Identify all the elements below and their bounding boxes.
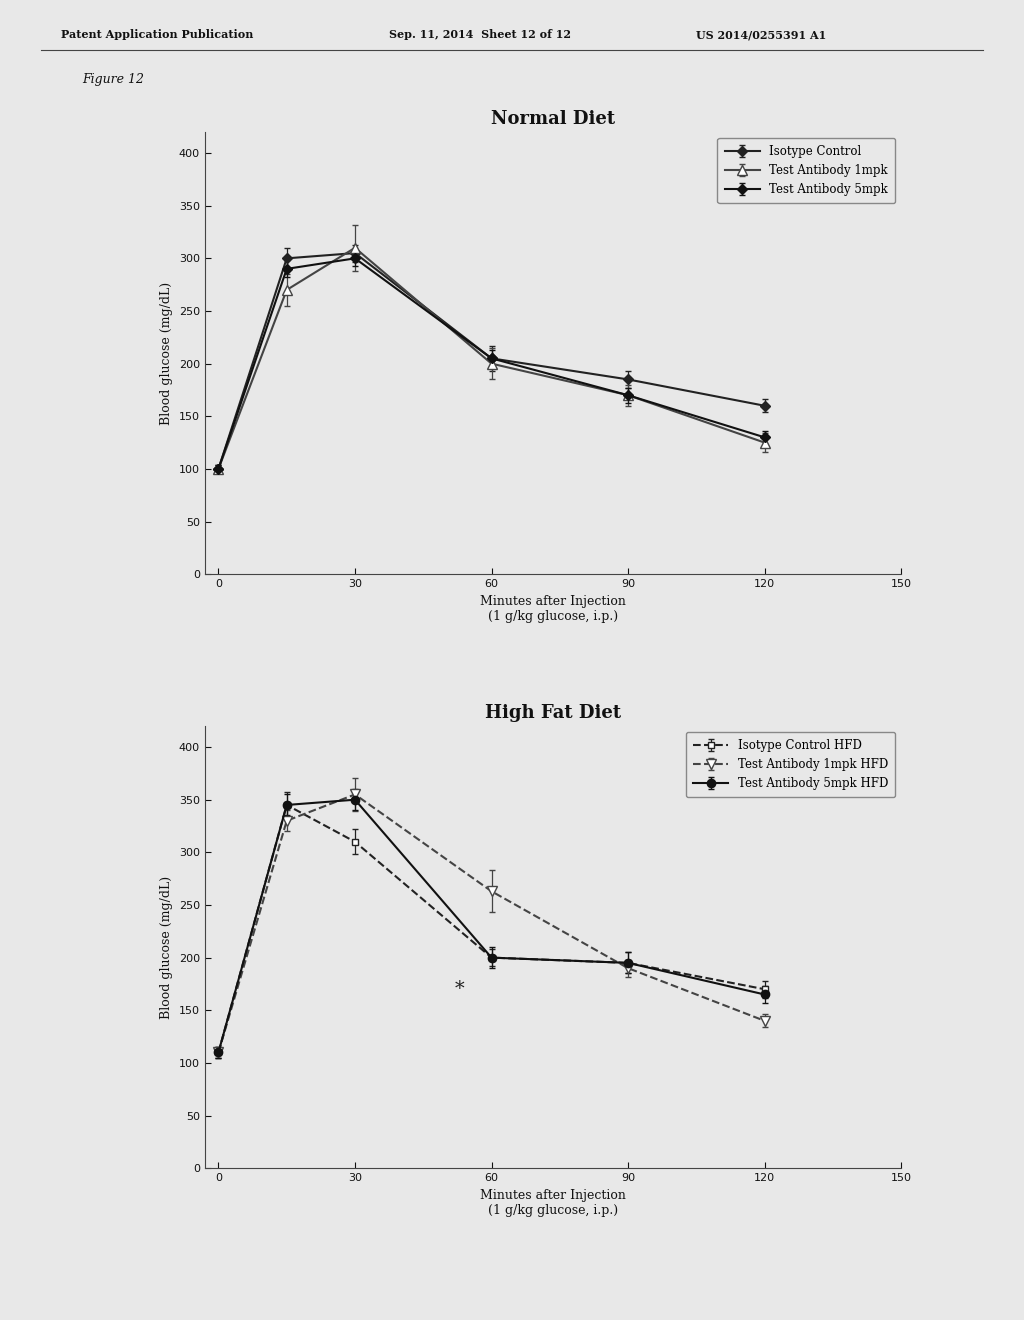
X-axis label: Minutes after Injection
(1 g/kg glucose, i.p.): Minutes after Injection (1 g/kg glucose,… (480, 594, 626, 623)
Text: *: * (455, 979, 465, 998)
Text: Sep. 11, 2014  Sheet 12 of 12: Sep. 11, 2014 Sheet 12 of 12 (389, 29, 571, 40)
Text: Patent Application Publication: Patent Application Publication (61, 29, 254, 40)
Legend: Isotype Control, Test Antibody 1mpk, Test Antibody 5mpk: Isotype Control, Test Antibody 1mpk, Tes… (718, 137, 895, 203)
Text: US 2014/0255391 A1: US 2014/0255391 A1 (696, 29, 826, 40)
Title: Normal Diet: Normal Diet (490, 110, 615, 128)
Y-axis label: Blood glucose (mg/dL): Blood glucose (mg/dL) (161, 281, 173, 425)
Text: Figure 12: Figure 12 (82, 73, 144, 86)
X-axis label: Minutes after Injection
(1 g/kg glucose, i.p.): Minutes after Injection (1 g/kg glucose,… (480, 1188, 626, 1217)
Title: High Fat Diet: High Fat Diet (485, 704, 621, 722)
Legend: Isotype Control HFD, Test Antibody 1mpk HFD, Test Antibody 5mpk HFD: Isotype Control HFD, Test Antibody 1mpk … (686, 731, 895, 797)
Y-axis label: Blood glucose (mg/dL): Blood glucose (mg/dL) (161, 875, 173, 1019)
